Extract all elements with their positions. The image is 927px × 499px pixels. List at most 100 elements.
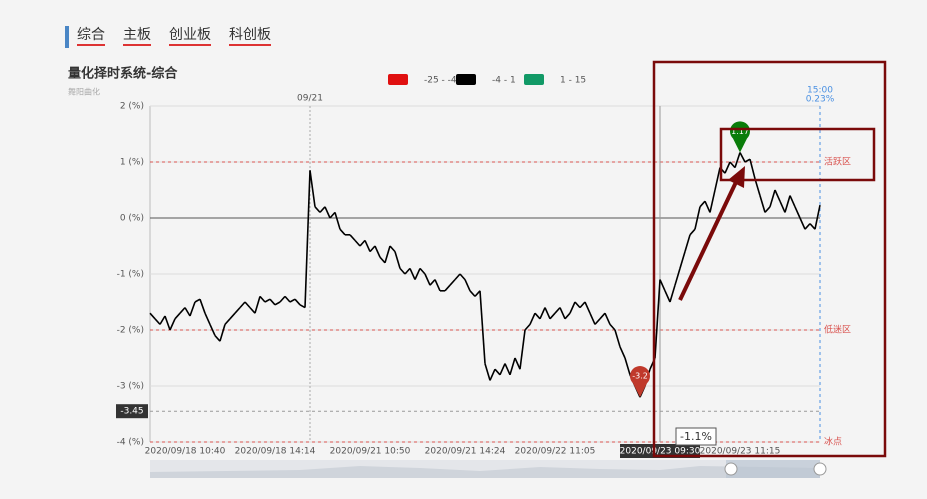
line-segment (164, 315, 171, 331)
line-segment (204, 312, 211, 325)
chart-title: 量化择时系统-综合 (68, 66, 178, 82)
line-segment (684, 234, 691, 252)
line-segment (564, 312, 571, 320)
legend-swatch (456, 74, 476, 85)
line-segment (379, 256, 386, 264)
day-label: 09/21 (297, 94, 323, 104)
annotation-box (652, 60, 887, 458)
line-segment (794, 206, 801, 219)
line-segment (534, 312, 541, 320)
line-segment (514, 357, 521, 370)
line-segment (754, 178, 761, 196)
x-tick-label: 2020/09/22 11:05 (515, 447, 596, 457)
line-segment (539, 307, 546, 320)
line-segment (189, 301, 196, 317)
line-segment (769, 189, 776, 208)
y-tick-label: -1 (%) (117, 270, 144, 280)
extreme-label: -3.2 (632, 372, 648, 381)
line-segment (694, 206, 701, 230)
tab[interactable]: 创业板 (169, 26, 211, 46)
line-segment (679, 251, 686, 269)
line-segment (194, 298, 201, 303)
line-segment (479, 290, 486, 364)
line-segment (559, 307, 566, 320)
line-segment (779, 200, 786, 213)
line-segment (174, 312, 181, 320)
y-tick-label: 0 (%) (120, 214, 144, 224)
line-segment (734, 152, 741, 168)
line-segment (374, 245, 381, 258)
line-segment (664, 290, 671, 303)
line-segment (804, 223, 811, 230)
line-segment (569, 301, 576, 314)
line-segment (494, 368, 501, 376)
line-segment (714, 167, 721, 191)
line-segment (624, 357, 631, 376)
navigator-selection[interactable] (726, 460, 820, 478)
end-value: 0.23% (806, 95, 835, 105)
line-segment (364, 240, 371, 252)
y-tick-label: 2 (%) (120, 102, 144, 112)
line-segment (404, 267, 411, 275)
line-segment (709, 189, 716, 213)
legend-label: -4 - 1 (492, 76, 516, 86)
x-tick-label: 2020/09/18 10:40 (145, 447, 226, 457)
line-segment (184, 307, 191, 317)
line-segment (289, 298, 296, 303)
line-segment (154, 318, 161, 325)
annotation-box (719, 127, 876, 182)
line-segment (594, 318, 601, 325)
line-segment (699, 200, 706, 208)
crosshair-time: 2020/09/23 09:30 (620, 447, 701, 457)
y-tick-label: -3 (%) (117, 382, 144, 392)
line-segment (249, 307, 256, 314)
line-segment (219, 324, 226, 342)
line-segment (689, 228, 696, 236)
line-segment (424, 273, 431, 286)
x-tick-label: 2020/09/23 11:15 (700, 447, 781, 457)
line-segment (199, 298, 206, 314)
extreme-pin (629, 366, 650, 398)
line-segment (454, 273, 461, 281)
line-segment (449, 279, 456, 286)
tab[interactable]: 综合 (77, 26, 105, 46)
line-segment (269, 298, 276, 306)
legend-label: -25 - -4 (424, 76, 457, 86)
line-segment (244, 301, 251, 309)
line-segment (414, 268, 421, 280)
navigator-area (150, 466, 820, 478)
line-segment (354, 239, 361, 247)
line-segment (254, 296, 261, 314)
y-tick-label: -2 (%) (117, 326, 144, 336)
line-segment (484, 363, 491, 381)
line-segment (459, 273, 466, 281)
x-tick-label: 2020/09/18 14:14 (235, 447, 316, 457)
legend-swatch (388, 74, 408, 85)
line-segment (259, 295, 266, 303)
line-segment (654, 279, 661, 359)
line-segment (229, 312, 236, 320)
line-segment (749, 159, 756, 179)
line-segment (659, 279, 666, 292)
line-segment (234, 307, 241, 314)
line-segment (474, 290, 481, 297)
navigator-handle[interactable] (724, 462, 738, 476)
line-segment (349, 234, 356, 241)
line-segment (324, 206, 331, 219)
line-segment (784, 195, 791, 213)
legend-label: 1 - 15 (560, 76, 586, 86)
line-segment (774, 189, 781, 202)
x-tick-label: 2020/09/21 10:50 (330, 447, 411, 457)
line-segment (444, 284, 451, 292)
line-segment (599, 312, 606, 320)
navigator-handle[interactable] (813, 462, 827, 476)
line-segment (384, 245, 391, 264)
annotation-arrow (678, 179, 739, 301)
tab[interactable]: 科创板 (229, 26, 271, 46)
line-segment (759, 195, 766, 213)
chart-subtitle: 舞阳曲化 (68, 87, 100, 97)
tab[interactable]: 主板 (123, 26, 151, 46)
line-segment (334, 212, 341, 230)
